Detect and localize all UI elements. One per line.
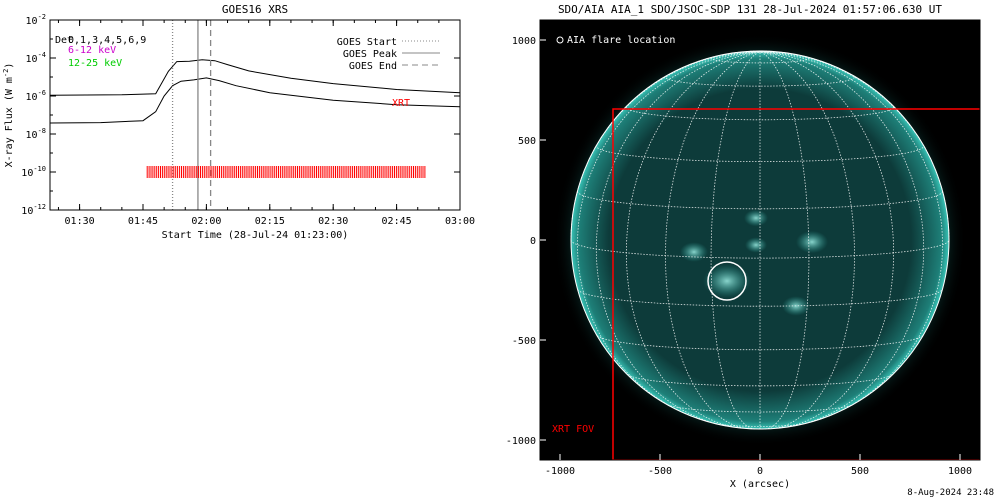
aia-title: SDO/AIA AIA_1 SDO/JSOC-SDP 131 28-Jul-20… xyxy=(558,3,942,16)
series-line-1 xyxy=(49,59,461,96)
flare-location-marker xyxy=(707,261,747,301)
x-axis-label: X (arcsec) xyxy=(730,479,790,490)
goes-xrs-chart: GOES16 XRS XRT 01:30 01:45 02:00 02:15 02:30 02… xyxy=(2,3,475,241)
x-tick-label: 02:15 xyxy=(255,216,285,227)
channel-label-detectors: 0,1,3,4,5,6,9 xyxy=(68,35,146,46)
active-region xyxy=(796,230,828,254)
solar-limb xyxy=(570,50,950,430)
grid-line xyxy=(759,51,810,430)
grid-line xyxy=(576,51,761,417)
y-tick-label: -1000 xyxy=(506,436,536,447)
legend-label: AIA flare location xyxy=(567,35,675,46)
y-tick-label: 10-8 xyxy=(26,127,46,141)
x-tick-label: 02:30 xyxy=(318,216,348,227)
grid-line xyxy=(710,56,810,64)
x-tick-label: 03:00 xyxy=(445,216,475,227)
legend-label: GOES Start xyxy=(337,37,397,48)
x-tick-label: -500 xyxy=(648,466,672,477)
active-region xyxy=(680,242,708,262)
x-tick-label: 02:00 xyxy=(191,216,221,227)
aia-image xyxy=(540,20,980,460)
y-tick-label: 500 xyxy=(518,136,536,147)
y-tick-label: 10-6 xyxy=(26,89,46,103)
grid-line xyxy=(577,289,943,307)
legend-label: GOES End xyxy=(349,61,397,72)
y-tick-label: 10-10 xyxy=(21,165,46,179)
chart-title: GOES16 XRS xyxy=(222,3,288,16)
x-axis-label: Start Time (28-Jul-24 01:23:00) xyxy=(162,230,349,241)
y-tick-label: 10-4 xyxy=(26,51,46,65)
channel-label-det: Det xyxy=(55,35,73,46)
channel-label-6-12kev: 6-12 keV xyxy=(68,45,116,56)
xrt-fov-label: XRT FOV xyxy=(552,424,594,435)
active-region xyxy=(744,209,768,227)
grid-line xyxy=(667,404,853,413)
x-tick-label: 01:45 xyxy=(128,216,158,227)
y-axis-label: X-ray Flux (W m-2) xyxy=(2,63,15,168)
grid-line xyxy=(596,335,924,351)
legend-marker xyxy=(556,36,564,44)
grid-line xyxy=(759,51,944,417)
xrt-label: XRT xyxy=(392,98,410,109)
xrt-fov-box xyxy=(612,108,980,460)
heliographic-grid xyxy=(570,50,950,430)
y-tick-label: 10-12 xyxy=(21,203,46,217)
legend-label: GOES Peak xyxy=(343,49,397,60)
x-tick-label: 500 xyxy=(851,466,869,477)
active-region xyxy=(703,264,751,298)
grid-line xyxy=(665,75,855,87)
channel-label-12-25kev: 12-25 keV xyxy=(68,58,122,69)
y-tick-label: 0 xyxy=(530,236,536,247)
y-tick-label: -500 xyxy=(512,336,536,347)
xrt-observation-marks xyxy=(146,166,426,178)
x-tick-label: 01:30 xyxy=(65,216,95,227)
grid-line xyxy=(626,51,761,429)
footer-timestamp: 8-Aug-2024 23:48 xyxy=(907,488,994,498)
active-region xyxy=(745,237,767,253)
x-tick-label: 0 xyxy=(757,466,763,477)
x-tick-label: 02:45 xyxy=(382,216,412,227)
grid-line xyxy=(759,51,855,429)
x-tick-label: 1000 xyxy=(948,466,972,477)
aia-image-panel: SDO/AIA AIA_1 SDO/JSOC-SDP 131 28-Jul-20… xyxy=(506,3,981,490)
series-line-2 xyxy=(49,77,461,124)
y-tick-label: 1000 xyxy=(512,36,536,47)
grid-line xyxy=(759,51,895,429)
grid-line xyxy=(595,145,925,163)
grid-line xyxy=(665,51,761,429)
y-tick-label: 10-2 xyxy=(26,13,46,27)
grid-line xyxy=(710,51,761,430)
x-tick-label: -1000 xyxy=(545,466,575,477)
